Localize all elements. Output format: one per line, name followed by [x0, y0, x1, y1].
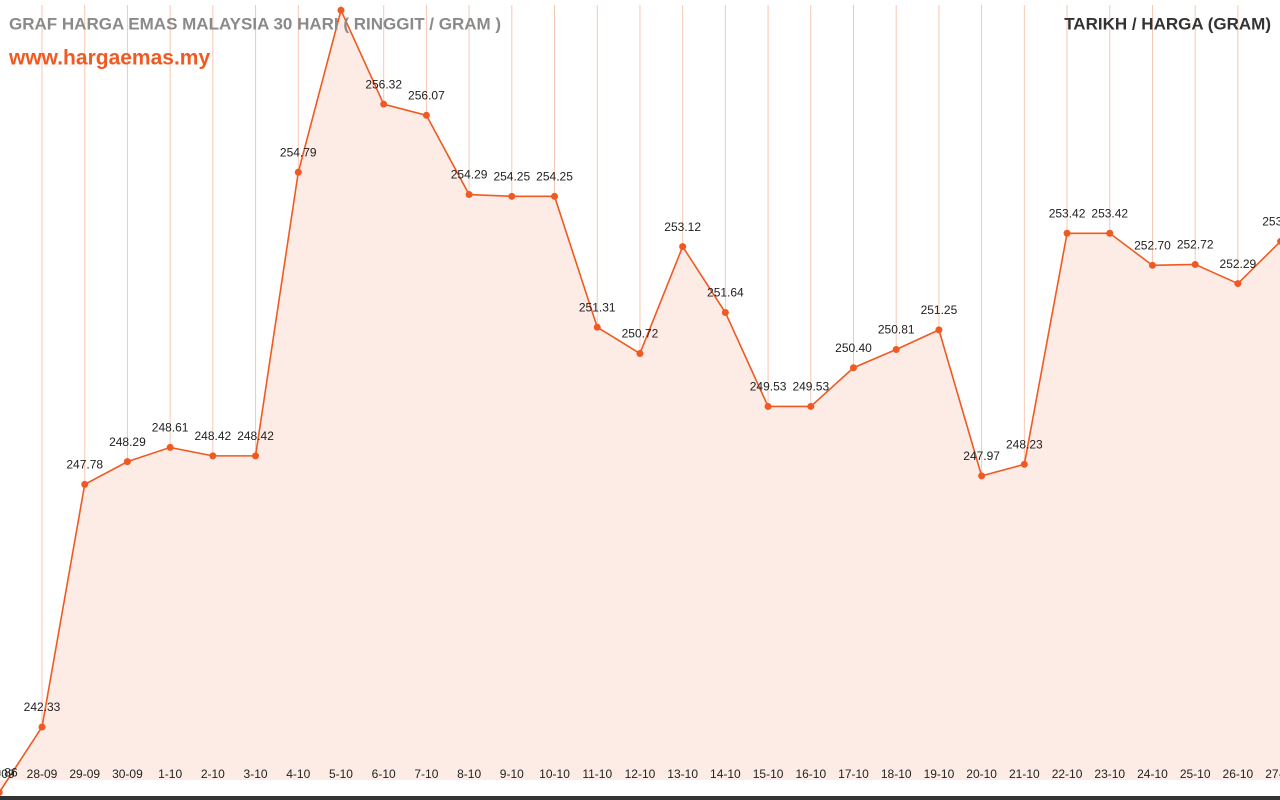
x-tick-label: 28-09	[27, 767, 58, 781]
point	[679, 243, 687, 251]
value-label: 250.72	[622, 327, 659, 341]
value-label: 248.42	[194, 429, 231, 443]
x-tick-label: 24-10	[1137, 767, 1168, 781]
point	[1148, 261, 1156, 269]
point	[252, 452, 260, 460]
point	[636, 349, 644, 357]
value-label: 252.29	[1220, 257, 1257, 271]
value-label: 248.29	[109, 435, 146, 449]
point	[892, 345, 900, 353]
value-label: 256.07	[408, 88, 445, 102]
point	[81, 480, 89, 488]
value-label: 248.61	[152, 421, 189, 435]
value-label: 253.42	[1049, 206, 1086, 220]
x-tick-label: 1-10	[158, 767, 182, 781]
value-label: 249.53	[750, 380, 787, 394]
x-tick-label: 10-10	[539, 767, 570, 781]
value-label: 254.25	[493, 169, 530, 183]
x-tick-label: 20-10	[966, 767, 997, 781]
chart-title: GRAF HARGA EMAS MALAYSIA 30 HARI ( RINGG…	[9, 14, 501, 33]
x-tick-label: 9-10	[500, 767, 524, 781]
point	[1234, 280, 1242, 288]
x-tick-label: 4-10	[286, 767, 310, 781]
value-label: 251.25	[921, 303, 958, 317]
point	[807, 402, 815, 410]
point	[551, 192, 559, 200]
value-label: 251.64	[707, 286, 744, 300]
value-label: 247.97	[963, 449, 1000, 463]
x-tick-label: 3-10	[244, 767, 268, 781]
point	[209, 452, 217, 460]
point	[422, 111, 430, 119]
point	[850, 364, 857, 372]
x-tick-label: 13-10	[667, 767, 698, 781]
x-tick-label: 23-10	[1094, 767, 1125, 781]
x-tick-label: 18-10	[881, 767, 912, 781]
point	[1020, 460, 1028, 468]
x-tick-label: 7-10	[414, 767, 438, 781]
value-label: 250.81	[878, 323, 915, 337]
value-label: 242.33	[24, 700, 61, 714]
point	[0, 789, 3, 796]
x-tick-label: 8-10	[457, 767, 481, 781]
x-tick-label: 5-10	[329, 767, 353, 781]
x-tick-label: 22-10	[1052, 767, 1083, 781]
chart-subtitle: www.hargaemas.my	[8, 47, 210, 70]
value-label: 240.86	[0, 766, 18, 780]
x-tick-label: 27-09	[0, 767, 15, 781]
point	[593, 323, 601, 331]
x-tick-label: 2-10	[201, 767, 225, 781]
point	[1191, 260, 1199, 268]
point	[166, 443, 174, 451]
value-label: 252.70	[1134, 239, 1171, 253]
x-tick-label: 19-10	[924, 767, 955, 781]
value-label: 254.25	[536, 169, 573, 183]
point	[337, 6, 345, 14]
value-label: 248.42	[237, 429, 274, 443]
x-tick-label: 12-10	[625, 767, 656, 781]
point	[294, 168, 302, 176]
value-label: 254.79	[280, 145, 317, 159]
x-tick-label: 25-10	[1180, 767, 1211, 781]
x-tick-label: 11-10	[582, 767, 612, 781]
value-label: 251.31	[579, 300, 616, 314]
legend-title: TARIKH / HARGA (GRAM)	[1064, 14, 1271, 33]
point	[465, 191, 473, 199]
point	[978, 472, 986, 480]
x-tick-label: 21-10	[1009, 767, 1040, 781]
value-label: 253.12	[664, 220, 701, 234]
value-label: 250.40	[835, 341, 872, 355]
point	[38, 723, 46, 731]
value-label: 253.24	[1262, 214, 1280, 228]
value-label: 254.29	[451, 168, 488, 182]
x-tick-label: 15-10	[753, 767, 784, 781]
value-label: 253.42	[1091, 206, 1128, 220]
point	[764, 402, 772, 410]
area	[0, 10, 1280, 792]
value-label: 247.78	[66, 458, 103, 472]
value-label: 249.53	[792, 380, 829, 394]
x-tick-label: 27-10	[1265, 767, 1280, 781]
x-tick-label: 16-10	[795, 767, 826, 781]
x-tick-label: 17-10	[838, 767, 869, 781]
point	[123, 458, 131, 466]
point	[380, 100, 388, 108]
x-tick-label: 30-09	[112, 767, 143, 781]
point	[935, 326, 943, 334]
x-tick-label: 26-10	[1223, 767, 1254, 781]
value-label: 256.32	[365, 77, 402, 91]
x-tick-label: 14-10	[710, 767, 741, 781]
x-tick-label: 29-09	[69, 767, 100, 781]
value-label: 252.72	[1177, 238, 1214, 252]
x-tick-label: 6-10	[372, 767, 396, 781]
point	[1063, 229, 1071, 237]
value-label: 248.23	[1006, 438, 1043, 452]
point	[508, 192, 516, 200]
point	[1277, 237, 1280, 245]
plot: 240.8627-09 242.33 28-09 247.78 29-09 248.29 3…	[0, 5, 1280, 796]
point	[721, 309, 729, 317]
point	[1106, 229, 1114, 237]
